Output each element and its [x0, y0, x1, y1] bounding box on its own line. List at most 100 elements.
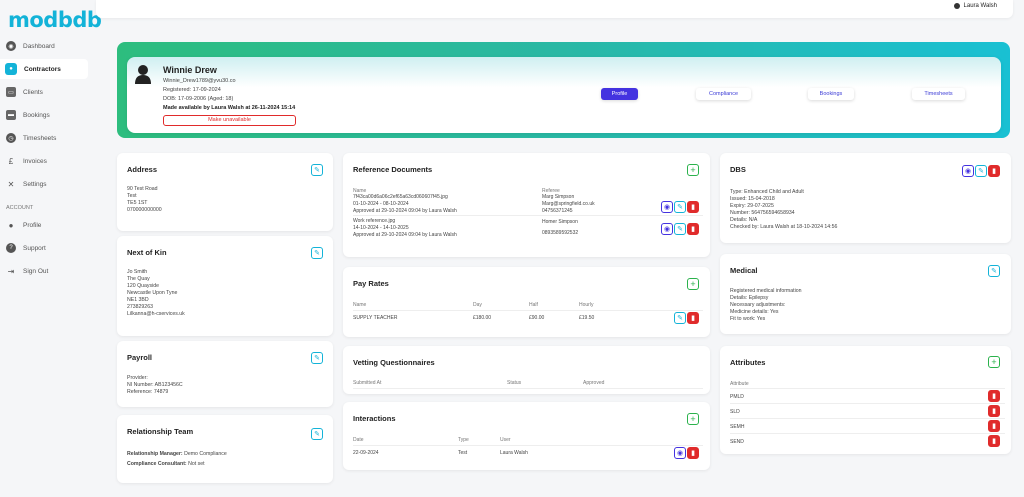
payroll-line: Provider: — [127, 375, 148, 381]
pay-rate-hourly: £19.50 — [579, 315, 595, 321]
kin-line: 120 Quayside — [127, 283, 160, 289]
sidebar-item-invoices[interactable]: £ Invoices — [0, 151, 88, 171]
sidebar-item-label: Bookings — [23, 111, 50, 119]
divider — [730, 418, 1005, 419]
edit-relationship-team-button[interactable]: ✎ — [311, 428, 323, 440]
referee-email: Marg@springfield.co.uk — [542, 201, 595, 207]
sidebar-item-contractors[interactable]: ● Contractors — [0, 59, 88, 79]
availability-status: Made available by Laura Walsh at 26-11-2… — [163, 105, 296, 111]
medical-line: Details: Epilepsy — [730, 295, 769, 301]
tab-bookings[interactable]: Bookings — [808, 88, 854, 100]
view-dbs-button[interactable]: ◉ — [962, 165, 974, 177]
attributes-card: Attributes + Attribute PMLD ▮ SLD ▮ SEMH… — [720, 346, 1011, 454]
view-reference-button[interactable]: ◉ — [661, 223, 673, 235]
person-icon: ● — [8, 220, 14, 230]
sidebar-item-support[interactable]: ? Support — [0, 238, 88, 258]
user-menu[interactable]: Laura Walsh — [953, 3, 997, 9]
card-title: Pay Rates — [353, 279, 389, 288]
dashboard-icon: ◉ — [6, 41, 16, 51]
pencil-icon: ✎ — [314, 249, 320, 257]
add-pay-rate-button[interactable]: + — [687, 278, 699, 290]
pencil-icon: ✎ — [314, 166, 320, 174]
delete-reference-button[interactable]: ▮ — [687, 223, 699, 235]
payroll-card: Payroll ✎ Provider: NI Number: AB123456C… — [117, 341, 333, 407]
sidebar-item-clients[interactable]: ▭ Clients — [0, 82, 88, 102]
tab-profile[interactable]: Profile — [601, 88, 638, 100]
pencil-icon: ✎ — [677, 225, 683, 233]
edit-payroll-button[interactable]: ✎ — [311, 352, 323, 364]
sidebar-item-timesheets[interactable]: ◷ Timesheets — [0, 128, 88, 148]
user-icon — [953, 3, 960, 9]
eye-icon: ◉ — [964, 167, 972, 175]
divider — [353, 215, 703, 216]
edit-reference-button[interactable]: ✎ — [674, 223, 686, 235]
column-header: Referee — [542, 188, 560, 194]
pencil-icon: ✎ — [677, 314, 683, 322]
tab-timesheets[interactable]: Timesheets — [912, 88, 965, 100]
add-interaction-button[interactable]: + — [687, 413, 699, 425]
reference-filename: Work reference.jpg — [353, 218, 396, 224]
tab-compliance[interactable]: Compliance — [696, 88, 751, 100]
trash-icon: ▮ — [992, 167, 996, 175]
contractor-email: Winnie_Drew1789@yvu30.co — [163, 78, 236, 84]
add-reference-button[interactable]: + — [687, 164, 699, 176]
sidebar-item-settings[interactable]: ✕ Settings — [0, 174, 88, 194]
edit-dbs-button[interactable]: ✎ — [975, 165, 987, 177]
add-attribute-button[interactable]: + — [988, 356, 1000, 368]
delete-attribute-button[interactable]: ▮ — [988, 420, 1000, 432]
attribute-name: SLD — [730, 409, 740, 415]
delete-interaction-button[interactable]: ▮ — [687, 447, 699, 459]
kin-email: Lilkanna@h-cservices.uk — [127, 311, 185, 317]
edit-reference-button[interactable]: ✎ — [674, 201, 686, 213]
top-bar: Laura Walsh — [96, 0, 1013, 18]
app-logo[interactable]: modbdb — [8, 8, 102, 32]
view-interaction-button[interactable]: ◉ — [674, 447, 686, 459]
column-header: Day — [473, 302, 482, 308]
dbs-line: Checked by: Laura Walsh at 18-10-2024 14… — [730, 224, 838, 230]
attribute-name: PMLD — [730, 394, 744, 400]
reference-dates: 01-10-2024 - 08-10-2024 — [353, 201, 409, 207]
make-unavailable-button[interactable]: Make unavailable — [163, 115, 296, 126]
column-header: Name — [353, 188, 367, 194]
label: Compliance Consultant: — [127, 461, 187, 467]
sidebar-item-sign-out[interactable]: ⇥ Sign Out — [0, 261, 88, 281]
registered-date: Registered: 17-09-2024 — [163, 87, 221, 93]
delete-attribute-button[interactable]: ▮ — [988, 435, 1000, 447]
delete-attribute-button[interactable]: ▮ — [988, 390, 1000, 402]
payroll-line: Reference: 74879 — [127, 389, 169, 395]
edit-address-button[interactable]: ✎ — [311, 164, 323, 176]
sidebar: modbdb ◉ Dashboard ● Contractors ▭ Clients … — [0, 0, 102, 497]
pay-rate-day: £180.00 — [473, 315, 492, 321]
interactions-card: Interactions + Date Type User 22-09-2024… — [343, 402, 710, 470]
card-title: Vetting Questionnaires — [353, 358, 435, 367]
reference-documents-card: Reference Documents + Name Referee 7f43c… — [343, 153, 710, 257]
sidebar-item-profile[interactable]: ● Profile — [0, 215, 88, 235]
relationship-manager: Relationship Manager: Demo Compliance — [127, 451, 227, 457]
pound-icon: £ — [8, 156, 14, 166]
view-reference-button[interactable]: ◉ — [661, 201, 673, 213]
address-line: 90 Test Road — [127, 186, 158, 192]
compliance-consultant: Compliance Consultant: Not set — [127, 461, 205, 467]
pencil-icon: ✎ — [314, 430, 320, 438]
sidebar-item-label: Support — [23, 244, 46, 252]
clients-icon: ▭ — [6, 87, 16, 97]
address-line: TE5 1ST — [127, 200, 148, 206]
card-title: DBS — [730, 165, 746, 174]
delete-dbs-button[interactable]: ▮ — [988, 165, 1000, 177]
profile-header: Winnie Drew Winnie_Drew1789@yvu30.co Reg… — [127, 57, 1001, 133]
sidebar-item-bookings[interactable]: ▬ Bookings — [0, 105, 88, 125]
edit-medical-button[interactable]: ✎ — [988, 265, 1000, 277]
reference-dates: 14-10-2024 - 14-10-2025 — [353, 225, 409, 231]
edit-pay-rate-button[interactable]: ✎ — [674, 312, 686, 324]
card-title: Next of Kin — [127, 248, 167, 257]
edit-next-of-kin-button[interactable]: ✎ — [311, 247, 323, 259]
kin-line: The Quay — [127, 276, 150, 282]
delete-reference-button[interactable]: ▮ — [687, 201, 699, 213]
delete-attribute-button[interactable]: ▮ — [988, 405, 1000, 417]
sidebar-item-label: Contractors — [24, 65, 61, 73]
vetting-questionnaires-card: Vetting Questionnaires Submitted At Stat… — [343, 346, 710, 394]
sidebar-item-dashboard[interactable]: ◉ Dashboard — [0, 36, 88, 56]
delete-pay-rate-button[interactable]: ▮ — [687, 312, 699, 324]
card-title: Relationship Team — [127, 427, 194, 436]
reference-approved: Approved at 29-10-2024 09:04 by Laura Wa… — [353, 232, 457, 238]
